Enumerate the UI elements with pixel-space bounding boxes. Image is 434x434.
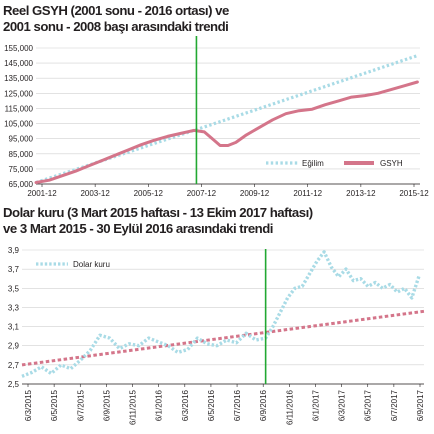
chart2-y-tick-label: 3,7 [8,265,20,274]
chart1-gsyh-line [34,80,419,184]
chart2-y-tick-label: 3,1 [8,323,20,332]
chart2-title: Dolar kuru (3 Mart 2015 haftası - 13 Eki… [3,205,313,237]
chart1-x-tick-label: 2001-12 [27,189,57,198]
chart2-x-tick-label: 6/9/2017 [416,389,425,421]
chart1-y-tick-label: 125,000 [4,89,33,98]
chart2-x-tick-label: 6/3/2017 [338,389,347,421]
chart1-title: Reel GSYH (2001 sonu - 2016 ortası) ve 2… [3,3,229,35]
chart2-x-tick-label: 6/1/2017 [311,389,320,421]
chart2-x-tick-label: 6/11/2015 [129,389,138,425]
chart2-x-tick-label: 6/11/2016 [285,389,294,425]
chart2-x-tick-label: 6/3/2015 [24,389,33,421]
chart1-y-tick-label: 75,000 [9,165,34,174]
chart2-x-tick-label: 6/9/2016 [259,389,268,421]
chart2-title-line1: Dolar kuru (3 Mart 2015 haftası - 13 Eki… [3,205,313,220]
chart1-x-tick-label: 2005-12 [134,189,164,198]
chart2-y-tick-label: 2,5 [8,380,20,389]
chart1-x-tick-label: 2013-12 [346,189,376,198]
chart2-trend-line [21,309,425,367]
chart2-y-tick-label: 3,9 [8,246,20,255]
chart1-y-tick-label: 115,000 [5,104,34,113]
chart1-y-tick-label: 135,000 [4,74,33,83]
chart2-x-tick-label: 6/7/2017 [390,389,399,421]
chart1-title-line1: Reel GSYH (2001 sonu - 2016 ortası) ve [3,3,229,18]
chart2-y-tick-label: 2,7 [8,361,20,370]
chart1-x-tick-label: 2003-12 [80,189,110,198]
chart2-x-tick-label: 6/7/2015 [76,389,85,421]
chart1-legend-label-gsyh: GSYH [380,159,403,168]
chart2-x-tick-label: 6/3/2016 [181,389,190,421]
chart2-x-tick-label: 6/5/2015 [50,389,59,421]
chart1-x-tick-label: 2015-12 [399,189,429,198]
chart2-x-tick-label: 6/5/2016 [207,389,216,421]
chart1-y-tick-label: 65,000 [9,180,34,189]
chart2-x-tick-label: 6/5/2017 [364,389,373,421]
chart1-y-tick-label: 85,000 [9,150,34,159]
chart1-y-tick-label: 95,000 [9,135,34,144]
chart2-x-tick-label: 6/7/2016 [233,389,242,421]
chart2-title-line2: ve 3 Mart 2015 - 30 Eylül 2016 arasındak… [3,221,273,236]
chart2-legend-label-dolar: Dolar kuru [73,260,110,269]
chart1-x-tick-label: 2011-12 [293,189,322,198]
chart2-x-tick-label: 6/1/2016 [155,389,164,421]
chart2-y-tick-label: 2,9 [8,342,20,351]
chart2-dolar-line [21,250,421,378]
chart2-y-tick-label: 3,5 [8,284,20,293]
chart1-title-line2: 2001 sonu - 2008 başı arasındaki trendi [3,19,229,34]
chart2-x-tick-label: 6/9/2015 [102,389,111,421]
chart1-legend-label-trend: Eğilim [302,159,324,168]
chart1-x-tick-label: 2007-12 [187,189,217,198]
chart1-y-tick-label: 145,000 [4,59,33,68]
chart2-y-tick-label: 3,3 [8,303,20,312]
chart1-gsyh-plot: 65,000 75,000 85,000 95,000 105,000 115,000 12… [4,36,429,198]
chart1-y-tick-label: 155,000 [4,44,33,53]
chart1-y-tick-label: 105,000 [4,120,33,129]
chart1-x-tick-label: 2009-12 [240,189,270,198]
